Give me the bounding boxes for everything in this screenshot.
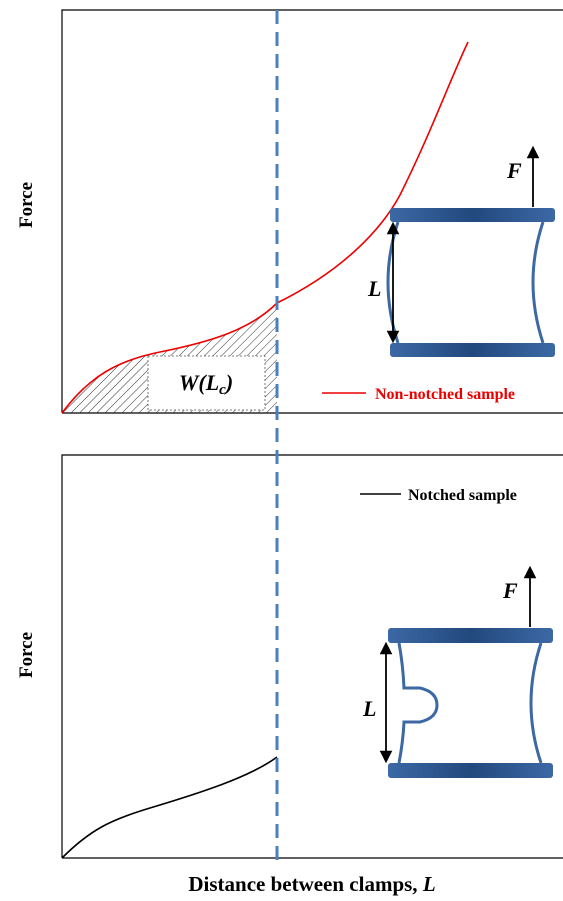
clamp: [388, 763, 553, 778]
clamp: [390, 208, 555, 222]
legend-label: Non-notched sample: [375, 386, 515, 403]
y-label: Force: [16, 182, 37, 228]
clamp: [390, 343, 555, 357]
x-label-variable: L: [422, 872, 436, 896]
legend-label: Notched sample: [408, 487, 517, 504]
top-panel: W(Lc) Force Non-notched sample F L: [16, 9, 563, 414]
area-label-sub: c: [219, 382, 226, 398]
y-label: Force: [16, 632, 37, 678]
x-label-text: Distance between clamps,: [188, 872, 417, 896]
force-label: F: [506, 158, 522, 183]
x-label: Distance between clamps, L: [188, 872, 435, 896]
area-label: W(Lc): [179, 370, 233, 398]
length-label: L: [367, 276, 381, 301]
area-label-main: W(L: [179, 370, 219, 395]
area-label-box: [147, 355, 266, 411]
sample-side-notched: [397, 642, 439, 764]
curve-notched: [61, 756, 278, 859]
force-label: F: [502, 578, 518, 603]
area-label-close: ): [224, 370, 233, 395]
clamp: [388, 628, 553, 643]
sample-side: [529, 642, 543, 764]
bottom-panel: Force Notched sample F L: [16, 454, 563, 859]
sample-side: [531, 221, 545, 344]
panel-frame: [61, 454, 563, 859]
length-label: L: [362, 696, 376, 721]
